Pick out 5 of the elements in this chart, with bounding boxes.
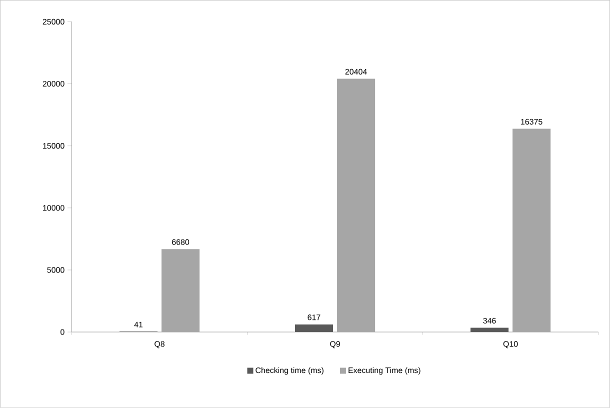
bar [470, 328, 509, 332]
bar [337, 78, 376, 332]
bar [294, 324, 334, 332]
bar [512, 128, 551, 332]
bar [162, 249, 200, 332]
